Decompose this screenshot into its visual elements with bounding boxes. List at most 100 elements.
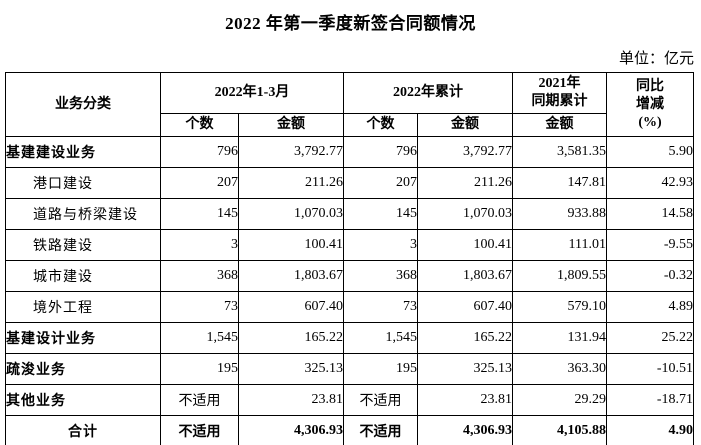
cell-2021-amount: 363.30 [512,353,608,385]
table-row: 基建设计业务 1,545 165.22 1,545 165.22 131.94 … [5,322,695,354]
cell-label: 基建建设业务 [5,136,161,168]
contract-table: 业务分类 2022年1-3月 2022年累计 2021年 同期累计 同比 增减 … [5,72,695,445]
cell-label: 道路与桥梁建设 [5,198,161,230]
header-yoy-line1: 同比 [636,78,665,94]
cell-label: 境外工程 [5,291,161,323]
cell-cum-amount: 211.26 [417,167,514,199]
header-2021-cumulative: 2021年 同期累计 [512,72,608,114]
cell-cum-amount: 325.13 [417,353,514,385]
cell-q1-count: 368 [160,260,239,292]
cell-yoy: -10.51 [606,353,695,385]
cell-q1-count: 3 [160,229,239,261]
cell-yoy: 25.22 [606,322,695,354]
cell-cum-amount: 607.40 [417,291,514,323]
cell-label: 合计 [5,415,161,445]
cell-q1-count: 不适用 [160,415,239,445]
cell-2021-amount: 933.88 [512,198,608,230]
header-business-category: 业务分类 [5,72,161,137]
unit-label: 单位：亿元 [618,51,694,67]
cell-q1-count: 796 [160,136,239,168]
header-q1-amount: 金额 [237,113,345,137]
cell-2021-amount: 131.94 [512,322,608,354]
table-row-total: 合计 不适用 4,306.93 不适用 4,306.93 4,105.88 4.… [5,415,695,445]
cell-label: 疏浚业务 [5,353,161,385]
cell-q1-amount: 23.81 [237,384,345,416]
cell-cum-amount: 100.41 [417,229,514,261]
cell-2021-amount: 1,809.55 [512,260,608,292]
table-row: 其他业务 不适用 23.81 不适用 23.81 29.29 -18.71 [5,384,695,416]
cell-yoy: -9.55 [606,229,695,261]
cell-yoy: -18.71 [606,384,695,416]
cell-q1-count: 不适用 [160,384,239,416]
cell-q1-amount: 100.41 [237,229,345,261]
table-row: 疏浚业务 195 325.13 195 325.13 363.30 -10.51 [5,353,695,385]
cell-2021-amount: 29.29 [512,384,608,416]
table-row: 境外工程 73 607.40 73 607.40 579.10 4.89 [5,291,695,323]
cell-label: 基建设计业务 [5,322,161,354]
cell-label: 其他业务 [5,384,161,416]
header-yoy-change: 同比 增减 (%) [606,72,695,137]
table-row: 基建建设业务 796 3,792.77 796 3,792.77 3,581.3… [5,136,695,168]
cell-2021-amount: 147.81 [512,167,608,199]
cell-cum-amount: 165.22 [417,322,514,354]
cell-q1-count: 1,545 [160,322,239,354]
cell-yoy: -0.32 [606,260,695,292]
cell-cum-count: 73 [343,291,419,323]
cell-label: 城市建设 [5,260,161,292]
cell-label: 港口建设 [5,167,161,199]
cell-cum-count: 796 [343,136,419,168]
header-2022-q1: 2022年1-3月 [159,72,345,114]
cell-yoy: 4.89 [606,291,695,323]
cell-cum-count: 3 [343,229,419,261]
table-row: 铁路建设 3 100.41 3 100.41 111.01 -9.55 [5,229,695,261]
header-yoy-line3: (%) [638,114,662,130]
cell-2021-amount: 579.10 [512,291,608,323]
cell-q1-count: 145 [160,198,239,230]
cell-cum-amount: 4,306.93 [417,415,514,445]
cell-2021-amount: 111.01 [512,229,608,261]
cell-cum-count: 不适用 [343,384,419,416]
page-title: 2022 年第一季度新签合同额情况 [225,14,476,33]
cell-q1-amount: 211.26 [237,167,345,199]
cell-q1-amount: 165.22 [237,322,345,354]
header-2022-cumulative: 2022年累计 [343,72,514,114]
header-2021-line2: 同期累计 [531,94,588,109]
cell-q1-count: 207 [160,167,239,199]
cell-cum-amount: 23.81 [417,384,514,416]
cell-label: 铁路建设 [5,229,161,261]
cell-2021-amount: 3,581.35 [512,136,608,168]
cell-cum-amount: 1,070.03 [417,198,514,230]
header-2021-line1: 2021年 [538,76,581,91]
table-row: 港口建设 207 211.26 207 211.26 147.81 42.93 [5,167,695,199]
table-row: 道路与桥梁建设 145 1,070.03 145 1,070.03 933.88… [5,198,695,230]
cell-yoy: 14.58 [606,198,695,230]
cell-q1-amount: 1,803.67 [237,260,345,292]
cell-cum-count: 145 [343,198,419,230]
cell-cum-count: 195 [343,353,419,385]
header-cum-count: 个数 [343,113,419,137]
cell-cum-count: 207 [343,167,419,199]
cell-yoy: 5.90 [606,136,695,168]
cell-cum-count: 不适用 [343,415,419,445]
header-cum-amount: 金额 [417,113,514,137]
header-row-1: 业务分类 2022年1-3月 2022年累计 2021年 同期累计 同比 增减 … [5,72,695,137]
cell-q1-amount: 4,306.93 [237,415,345,445]
cell-q1-count: 73 [160,291,239,323]
cell-cum-count: 1,545 [343,322,419,354]
cell-cum-amount: 3,792.77 [417,136,514,168]
cell-2021-amount: 4,105.88 [512,415,608,445]
table-row: 城市建设 368 1,803.67 368 1,803.67 1,809.55 … [5,260,695,292]
cell-q1-amount: 325.13 [237,353,345,385]
header-yoy-line2: 增减 [636,96,665,112]
cell-yoy: 4.90 [606,415,695,445]
cell-q1-amount: 607.40 [237,291,345,323]
cell-q1-amount: 1,070.03 [237,198,345,230]
cell-q1-amount: 3,792.77 [237,136,345,168]
cell-cum-amount: 1,803.67 [417,260,514,292]
cell-cum-count: 368 [343,260,419,292]
header-q1-count: 个数 [160,113,239,137]
header-row-2: 个数 金额 个数 金额 金额 [6,113,694,137]
header-2021-amount: 金额 [512,113,608,137]
cell-q1-count: 195 [160,353,239,385]
